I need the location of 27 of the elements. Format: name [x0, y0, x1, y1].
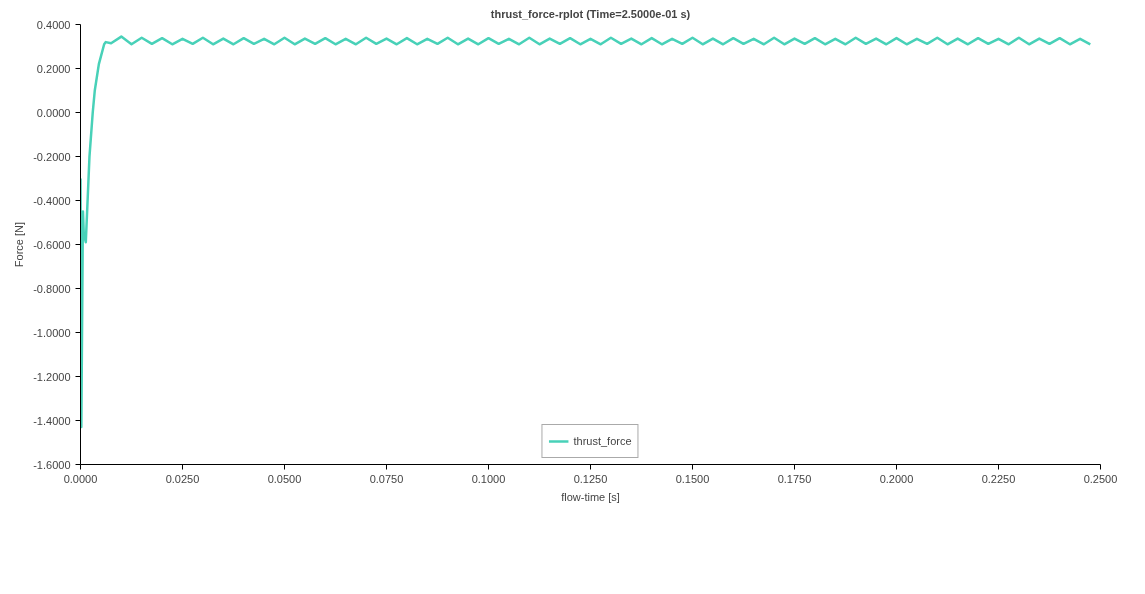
y-tick-label: 0.2000 [36, 62, 71, 75]
y-tick-label: 0.0000 [36, 106, 71, 119]
y-tick-label: -0.4000 [33, 194, 71, 207]
x-tick-label: 0.2000 [879, 472, 914, 485]
x-tick-label: 0.0250 [165, 472, 200, 485]
y-tick-label: -1.2000 [33, 370, 71, 383]
x-tick-label: 0.2250 [981, 472, 1016, 485]
y-axis-title: Force [N] [13, 221, 26, 268]
y-tick-label: 0.4000 [36, 18, 71, 31]
y-tick-label: -0.8000 [33, 282, 71, 295]
y-tick-label: -1.4000 [33, 414, 71, 427]
y-tick-label: -0.6000 [33, 238, 71, 251]
x-tick-label: 0.1500 [675, 472, 710, 485]
x-tick-label: 0.1250 [573, 472, 608, 485]
x-axis-title: flow-time [s] [561, 490, 620, 503]
line-series [80, 35, 1092, 429]
x-tick-label: 0.2500 [1083, 472, 1118, 485]
x-tick-label: 0.1750 [777, 472, 812, 485]
x-tick-label: 0.0750 [369, 472, 404, 485]
x-tick-label: 0.0000 [63, 472, 98, 485]
x-tick-label: 0.1000 [471, 472, 506, 485]
chart-title: thrust_force-rplot (Time=2.5000e-01 s) [490, 7, 691, 20]
legend-label: thrust_force [573, 435, 632, 447]
x-tick-label: 0.0500 [267, 472, 302, 485]
y-tick-label: -0.2000 [33, 150, 71, 163]
y-tick-label: -1.6000 [33, 458, 71, 471]
y-tick-label: -1.0000 [33, 326, 71, 339]
